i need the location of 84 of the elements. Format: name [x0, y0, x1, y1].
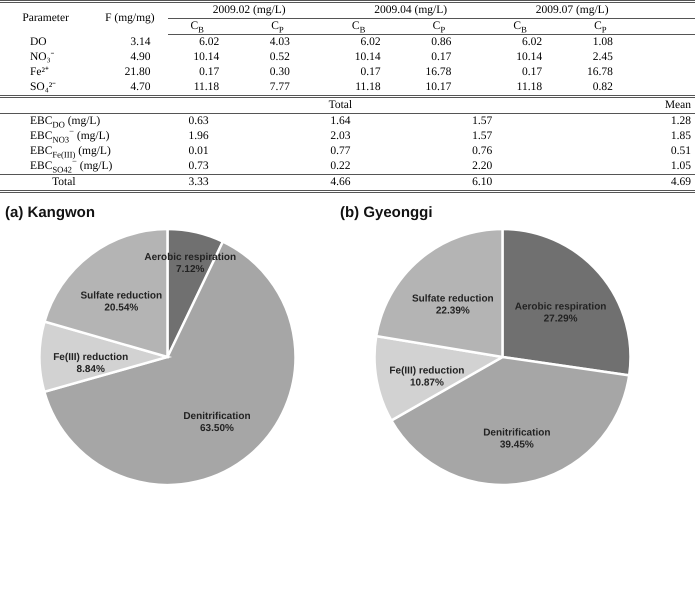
- text: 4.90: [129, 50, 152, 65]
- text: 10.14: [192, 50, 220, 65]
- text: 3.14: [129, 34, 152, 50]
- data-label: 22.39%: [436, 305, 470, 316]
- text: 2009.04 (mg/L): [330, 2, 492, 18]
- slice-label: Denitrification: [483, 427, 550, 438]
- data-label: 63.50%: [200, 422, 234, 434]
- text: C$_{B}$: [330, 18, 411, 34]
- slice-label: Aerobic respiration: [514, 302, 606, 313]
- text: Fe²⁺: [29, 65, 50, 80]
- data-label: 27.29%: [544, 314, 578, 325]
- text: 16.78: [586, 65, 614, 80]
- text: NO₃⁻: [29, 50, 56, 65]
- text: EBC$_{DO}$ (mg/L): [29, 114, 102, 130]
- text: 2.03: [329, 129, 352, 144]
- text: F (mg/mg): [104, 11, 156, 26]
- text: 11.18: [354, 80, 382, 95]
- text: 7.77: [268, 80, 291, 95]
- text: 2.45: [592, 50, 614, 65]
- slice-label: Sulfate reduction: [80, 290, 162, 302]
- slice-label: Fe(III) reduction: [389, 366, 464, 377]
- text: 0.73: [187, 159, 210, 174]
- text: 4.03: [268, 35, 291, 50]
- text: 6.02: [198, 35, 220, 50]
- text: 0.17: [521, 65, 544, 80]
- text: 1.96: [187, 129, 210, 144]
- text: 0.17: [360, 65, 382, 80]
- data-label: 39.45%: [500, 439, 534, 450]
- text: 0.51: [670, 144, 692, 159]
- text: 0.17: [430, 50, 452, 65]
- text: 10.14: [354, 50, 382, 65]
- text: 2.20: [471, 159, 494, 174]
- slice-label: Denitrification: [183, 410, 251, 422]
- data-label: 20.54%: [104, 302, 138, 314]
- text: 21.80: [124, 65, 152, 80]
- data-label: 10.87%: [410, 378, 444, 389]
- text: C$_{P}$: [410, 18, 492, 34]
- text: 0.86: [430, 35, 452, 50]
- text: 0.30: [268, 65, 291, 80]
- text: Total: [0, 174, 128, 192]
- text: 3.33: [128, 174, 270, 192]
- text: 0.22: [329, 159, 352, 174]
- text: 0.01: [187, 144, 210, 159]
- text: DO: [29, 34, 48, 50]
- text: 0.52: [268, 50, 291, 65]
- text: 1.64: [329, 114, 352, 129]
- text: 4.66: [269, 174, 412, 192]
- text: 1.28: [670, 114, 692, 129]
- text: 11.18: [192, 80, 220, 95]
- text: 4.69: [553, 174, 695, 192]
- text: 6.10: [411, 174, 554, 192]
- text: 2009.02 (mg/L): [168, 2, 330, 18]
- text: C$_{B}$: [491, 18, 572, 34]
- text: 6.02: [521, 35, 544, 50]
- text: 2009.07 (mg/L): [491, 2, 653, 18]
- slice-label: Fe(III) reduction: [53, 352, 128, 363]
- text: 10.14: [515, 50, 544, 65]
- text: 1.08: [592, 35, 614, 50]
- text: 10.17: [424, 80, 452, 95]
- text: 6.02: [360, 35, 382, 50]
- text: Total: [269, 98, 412, 114]
- text: 1.85: [670, 129, 692, 144]
- text: C$_{B}$: [168, 18, 250, 34]
- text: 0.77: [329, 144, 352, 159]
- text: 1.05: [670, 159, 692, 174]
- text: 11.18: [516, 80, 544, 95]
- text: 0.82: [592, 80, 614, 95]
- text: C$_{P}$: [249, 18, 330, 34]
- text: Mean: [553, 98, 695, 114]
- text: SO₄²⁻: [29, 80, 58, 95]
- slice-label: Sulfate reduction: [412, 293, 494, 304]
- text: 0.17: [198, 65, 220, 80]
- text: 0.76: [471, 144, 494, 159]
- text: 1.57: [471, 114, 494, 129]
- text: 16.78: [424, 65, 452, 80]
- data-label: 8.84%: [76, 364, 105, 375]
- data-label: 7.12%: [176, 264, 204, 276]
- text: 1.57: [471, 129, 494, 144]
- text: C$_{P}$: [572, 18, 653, 34]
- text: Parameter: [21, 11, 70, 26]
- chart-title: (a) Kangwon: [5, 204, 95, 221]
- chart-title: (b) Gyeonggi: [340, 204, 432, 221]
- text: 4.70: [129, 80, 152, 95]
- text: 0.63: [187, 114, 210, 129]
